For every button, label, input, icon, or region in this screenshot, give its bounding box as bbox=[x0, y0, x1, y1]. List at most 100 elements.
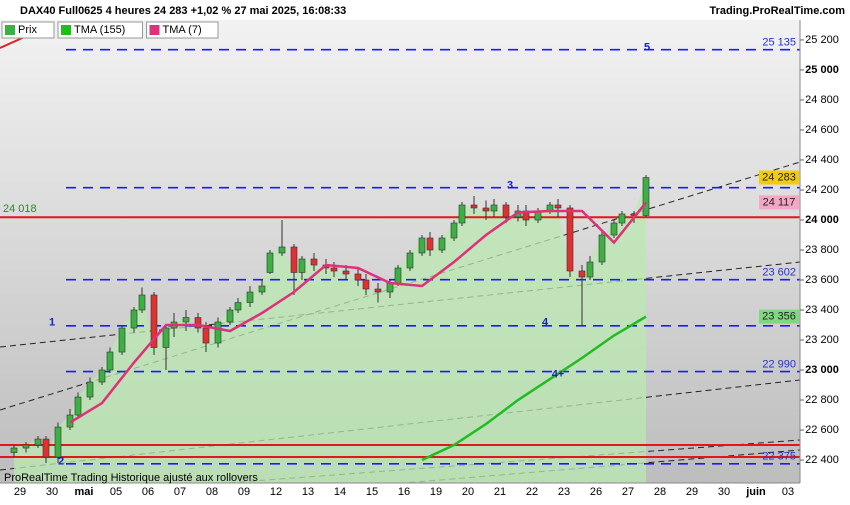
candle-body bbox=[554, 204, 562, 209]
x-tick-label: 22 bbox=[526, 486, 538, 498]
level-label: 22 375 bbox=[762, 451, 796, 463]
ma-line bbox=[421, 315, 647, 462]
x-tick-label: 27 bbox=[622, 486, 634, 498]
source: Trading.ProRealTime.com bbox=[709, 5, 845, 17]
x-tick-label: 15 bbox=[366, 486, 378, 498]
x-tick-label: 30 bbox=[718, 486, 730, 498]
candle-body bbox=[162, 327, 170, 348]
candle-body bbox=[290, 246, 298, 273]
y-tick-label: 25 000 bbox=[805, 64, 839, 76]
y-tick-label: 24 200 bbox=[805, 184, 839, 196]
candle-body bbox=[138, 294, 146, 311]
candle-body bbox=[74, 396, 82, 416]
y-tick-label: 23 600 bbox=[805, 274, 839, 286]
candle-body bbox=[10, 447, 18, 453]
legend-swatch bbox=[5, 25, 15, 35]
legend: Prix TMA (155) TMA (7) bbox=[1, 21, 219, 39]
level-label: 22 990 bbox=[762, 358, 796, 370]
candle-body bbox=[342, 270, 350, 275]
candle-body bbox=[642, 177, 650, 216]
y-tick-label: 24 600 bbox=[805, 124, 839, 136]
x-tick-label: 03 bbox=[782, 486, 794, 498]
y-tick-label: 22 800 bbox=[805, 394, 839, 406]
candle-body bbox=[426, 237, 434, 251]
candle-body bbox=[106, 351, 114, 371]
candle-body bbox=[54, 426, 62, 458]
legend-box bbox=[146, 21, 219, 39]
candle-body bbox=[150, 294, 158, 348]
legend-label: Prix bbox=[18, 24, 37, 36]
legend-label: TMA (155) bbox=[74, 24, 125, 36]
y-tick-label: 24 800 bbox=[805, 94, 839, 106]
x-tick-label: 16 bbox=[398, 486, 410, 498]
x-tick-label: 29 bbox=[686, 486, 698, 498]
candle-body bbox=[22, 444, 30, 449]
level-marker: 2 bbox=[58, 456, 64, 468]
chart-title: DAX40 Full0625 4 heures 24 283 +1,02 % 2… bbox=[20, 5, 346, 17]
x-tick-label: 20 bbox=[462, 486, 474, 498]
legend-swatch bbox=[61, 25, 71, 35]
price-badge bbox=[759, 309, 799, 324]
footer: ProRealTime Trading Historique ajusté au… bbox=[4, 472, 258, 484]
x-tick-label: 21 bbox=[494, 486, 506, 498]
candle-body bbox=[362, 279, 370, 290]
candle-body bbox=[266, 252, 274, 273]
y-tick-label: 22 400 bbox=[805, 454, 839, 466]
y-tick-label: 23 800 bbox=[805, 244, 839, 256]
y-tick-label: 23 200 bbox=[805, 334, 839, 346]
candle-body bbox=[86, 381, 94, 398]
candle-body bbox=[130, 309, 138, 329]
candle-body bbox=[566, 207, 574, 272]
x-tick-label: 07 bbox=[174, 486, 186, 498]
level-marker: 4+ bbox=[552, 368, 565, 380]
y-tick-label: 24 000 bbox=[805, 214, 839, 226]
y-tick-label: 25 200 bbox=[805, 34, 839, 46]
y-tick-label: 24 400 bbox=[805, 154, 839, 166]
candle-body bbox=[226, 309, 234, 323]
x-tick-label: 29 bbox=[14, 486, 26, 498]
level-label: 23 602 bbox=[762, 267, 796, 279]
price-badge-label: 24 117 bbox=[763, 196, 796, 208]
x-tick-label: 26 bbox=[590, 486, 602, 498]
candle-body bbox=[182, 317, 190, 323]
candle-body bbox=[354, 273, 362, 281]
level-marker: 4 bbox=[542, 317, 549, 329]
price-badge bbox=[759, 170, 799, 185]
candle-body bbox=[246, 291, 254, 303]
legend-box bbox=[57, 21, 143, 39]
price-badge bbox=[759, 195, 799, 210]
candle-body bbox=[202, 327, 210, 344]
legend-swatch bbox=[149, 25, 160, 35]
candle-body bbox=[458, 204, 466, 224]
candle-body bbox=[438, 237, 446, 251]
candle-body bbox=[618, 213, 626, 224]
level-marker: 5 bbox=[644, 42, 650, 54]
candle-body bbox=[214, 321, 222, 344]
x-tick-label: 14 bbox=[334, 486, 346, 498]
candle-body bbox=[310, 258, 318, 266]
candle-body bbox=[258, 285, 266, 293]
candle-body bbox=[598, 234, 606, 263]
level-marker: 1 bbox=[49, 317, 55, 329]
candle-body bbox=[450, 222, 458, 239]
header-bar bbox=[0, 0, 850, 20]
x-tick-label: 28 bbox=[654, 486, 666, 498]
x-tick-label: 12 bbox=[270, 486, 282, 498]
y-tick-label: 23 000 bbox=[805, 364, 839, 376]
candle-body bbox=[194, 317, 202, 329]
candle-body bbox=[394, 267, 402, 284]
candle-body bbox=[586, 261, 594, 278]
candle-body bbox=[298, 258, 306, 273]
x-tick-label: 09 bbox=[238, 486, 250, 498]
x-tick-label: 13 bbox=[302, 486, 314, 498]
x-tick-label: 23 bbox=[558, 486, 570, 498]
x-tick-label: 05 bbox=[110, 486, 122, 498]
candle-body bbox=[330, 267, 338, 272]
x-tick-label: mai bbox=[75, 486, 94, 498]
candle-body bbox=[610, 222, 618, 236]
candle-body bbox=[234, 302, 242, 311]
candle-body bbox=[578, 270, 586, 278]
x-tick-label: juin bbox=[745, 486, 766, 498]
candle-body bbox=[406, 252, 414, 269]
candle-body bbox=[418, 237, 426, 254]
